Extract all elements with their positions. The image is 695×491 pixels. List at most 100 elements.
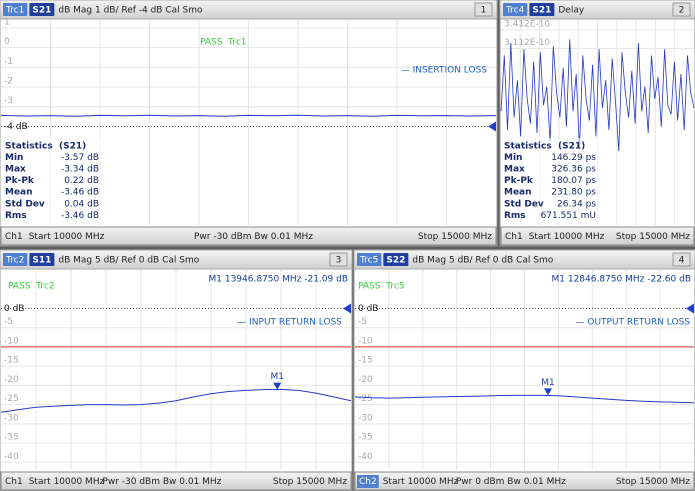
statistics-value: 180.07 ps <box>551 176 596 186</box>
statistics-label: Mean <box>504 188 532 198</box>
param-label-box <box>383 253 409 266</box>
window-number: 4 <box>679 256 685 266</box>
marker-name: M1 <box>541 378 555 388</box>
y-tick-label: 3.112E-10 <box>504 38 550 48</box>
y-tick-label: -2 <box>4 77 13 87</box>
statistics-label: Mean <box>5 188 33 198</box>
trace-label: Trc2 <box>5 256 24 266</box>
y-tick-label: -25 <box>4 394 19 404</box>
panel-footer <box>0 226 497 246</box>
y-tick-label: 0 <box>4 37 10 47</box>
panel-header <box>353 249 695 270</box>
window-number: 2 <box>679 6 685 16</box>
statistics-label: Min <box>504 153 522 163</box>
statistics-title: Statistics <box>5 141 53 151</box>
window-number: 1 <box>481 6 487 16</box>
marker-info: M1 12846.8750 MHz -22.60 dB <box>552 275 692 285</box>
statistics-value: 231.80 ps <box>551 188 596 198</box>
param-label: S21 <box>532 6 551 16</box>
stop-label: Stop 15000 MHz <box>616 232 690 242</box>
statistics-value: -3.46 dB <box>61 188 99 198</box>
trace <box>0 114 497 117</box>
y-tick-label: -10 <box>358 336 373 346</box>
y-tick-label: 0 dB <box>358 304 378 314</box>
format-label: dB Mag 5 dB/ Ref 0 dB Cal Smo <box>58 256 199 266</box>
reference-arrow <box>686 303 694 314</box>
start-label: Start 10000 MHz <box>383 477 459 487</box>
param-label: S11 <box>32 256 51 266</box>
statistics-value: -3.57 dB <box>61 153 99 163</box>
y-tick-label: 3.412E-10 <box>504 19 550 29</box>
stop-label: Stop 15000 MHz <box>418 232 492 242</box>
statistics-label: Max <box>5 165 26 175</box>
statistics-box <box>3 138 101 224</box>
marker <box>273 382 282 390</box>
start-label: Start 10000 MHz <box>29 232 105 242</box>
y-tick-label: -25 <box>358 394 373 404</box>
param-label: S21 <box>32 6 51 16</box>
y-tick-label: -15 <box>4 356 19 366</box>
panel-footer <box>0 471 352 491</box>
trace-label: Trc5 <box>359 256 378 266</box>
channel-label: Ch1 <box>5 232 23 242</box>
y-tick-label: -4 dB <box>4 122 28 132</box>
format-label: dB Mag 5 dB/ Ref 0 dB Cal Smo <box>412 256 553 266</box>
y-tick-label: -35 <box>358 433 373 443</box>
power-bandwidth-label: Pwr -30 dBm Bw 0.01 MHz <box>102 477 221 487</box>
reference-arrow <box>488 121 496 132</box>
statistics-value: -3.34 dB <box>61 165 99 175</box>
format-label: Delay <box>558 6 584 16</box>
format-label: dB Mag 1 dB/ Ref -4 dB Cal Smo <box>58 6 203 16</box>
panel-footer <box>500 226 695 246</box>
param-label-box <box>29 3 55 16</box>
window-number-box <box>672 252 691 267</box>
pass-label: PASS Trc1 <box>200 38 247 48</box>
statistics-label: Rms <box>5 211 27 221</box>
y-tick-label: -20 <box>358 375 373 385</box>
statistics-param: (S21) <box>558 141 585 151</box>
statistics-title: Statistics <box>504 141 552 151</box>
annotation: — OUTPUT RETURN LOSS <box>576 318 691 328</box>
statistics-value: 0.22 dB <box>64 176 99 186</box>
y-tick-label: -30 <box>358 413 373 423</box>
statistics-label: Pk-Pk <box>504 176 534 186</box>
trace-label: Trc1 <box>5 6 24 16</box>
statistics-box <box>502 138 598 224</box>
trace <box>500 39 695 152</box>
statistics-label: Rms <box>504 211 526 221</box>
y-tick-label: -10 <box>4 336 19 346</box>
panel-footer <box>354 471 695 491</box>
statistics-value: 671.551 mU <box>541 211 596 221</box>
trace-label-box <box>357 253 382 266</box>
y-tick-label: 0 dB <box>4 304 24 314</box>
power-bandwidth-label: Pwr 0 dBm Bw 0.01 MHz <box>456 477 566 487</box>
statistics-value: 146.29 ps <box>551 153 596 163</box>
trace-label-box <box>3 253 28 266</box>
trace-label-box <box>3 3 28 16</box>
marker-name: M1 <box>271 372 285 382</box>
y-tick-label: -35 <box>4 433 19 443</box>
window-number-box <box>329 252 348 267</box>
window-number-box <box>672 2 691 17</box>
trace-label-box <box>503 3 528 16</box>
y-tick-label: -20 <box>4 375 19 385</box>
y-tick-label: -40 <box>4 452 19 462</box>
y-tick-label: -5 <box>358 317 367 327</box>
y-tick-label: -5 <box>4 317 13 327</box>
panel-header <box>499 0 695 20</box>
channel-label: Ch2 <box>359 477 377 487</box>
y-tick-label: -40 <box>358 452 373 462</box>
statistics-label: Pk-Pk <box>5 176 35 186</box>
param-label-box <box>29 253 55 266</box>
y-tick-label: -3 <box>4 96 13 106</box>
marker <box>544 388 553 396</box>
channel-label: Ch1 <box>505 232 523 242</box>
annotation: — INPUT RETURN LOSS <box>237 318 342 328</box>
power-bandwidth-label: Pwr -30 dBm Bw 0.01 MHz <box>194 232 313 242</box>
y-tick-label: -15 <box>358 356 373 366</box>
statistics-value: 326.36 ps <box>551 165 596 175</box>
window-number-box <box>474 2 493 17</box>
statistics-value: 0.04 dB <box>64 199 99 209</box>
